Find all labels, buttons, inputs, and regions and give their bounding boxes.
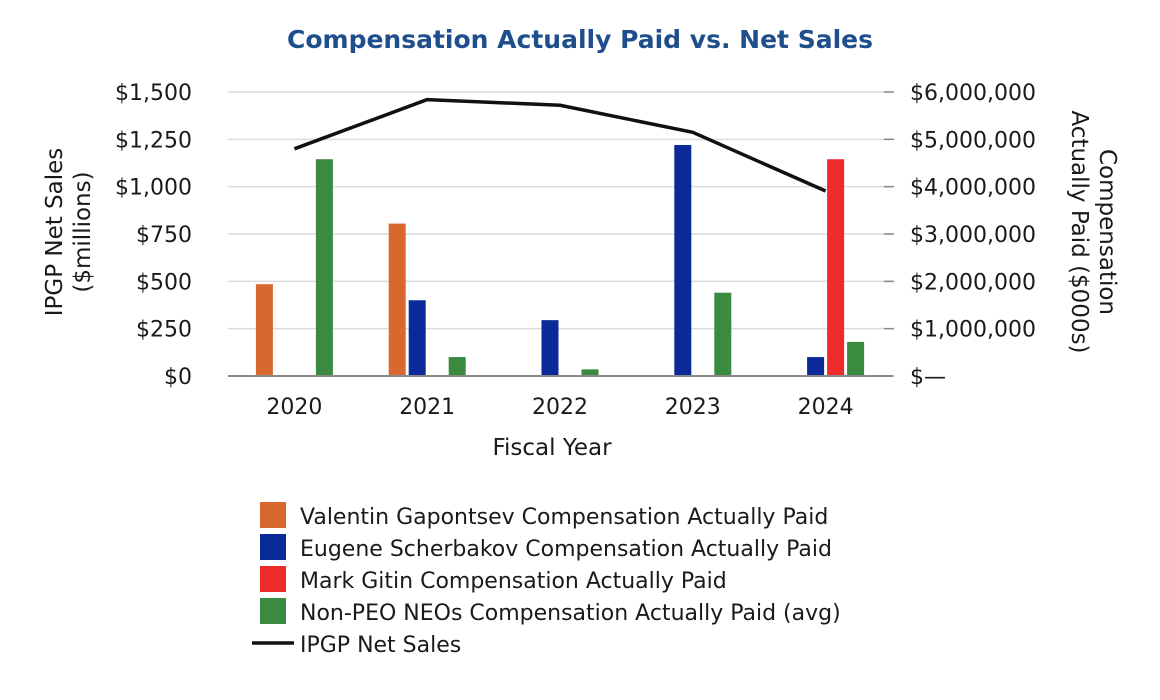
bar-2-2023 — [674, 145, 692, 376]
left-tick-label: $750 — [136, 223, 192, 248]
left-tick-label: $1,500 — [115, 81, 192, 106]
right-tick-label: $5,000,000 — [910, 128, 1036, 153]
bar-3-2024 — [827, 159, 845, 376]
bar-1-2021 — [388, 223, 406, 376]
legend-swatch-4 — [260, 598, 286, 624]
line-layer — [293, 97, 827, 193]
chart-title: Compensation Actually Paid vs. Net Sales — [287, 25, 873, 54]
right-tick-label: $— — [910, 365, 946, 390]
grid-layer — [228, 91, 892, 330]
x-tick-label: 2022 — [532, 395, 588, 420]
left-tick-label: $1,000 — [115, 176, 192, 201]
left-axis-label-line-2: ($millions) — [70, 171, 96, 292]
left-tick-label: $1,250 — [115, 128, 192, 153]
left-tick-label: $0 — [164, 365, 192, 390]
bar-2-2021 — [408, 300, 426, 376]
bar-4-2021 — [448, 357, 466, 376]
legend-swatch-3 — [260, 566, 286, 592]
left-axis-label-line-1: IPGP Net Sales — [42, 148, 68, 317]
net-sales-line — [293, 97, 827, 193]
right-tick-label: $1,000,000 — [910, 318, 1036, 343]
bar-4-2024 — [847, 341, 865, 376]
left-tick-label: $250 — [136, 318, 192, 343]
axes-layer: $0 $— $250 $1,000,000 $500 $2,000,000 $750 $3,0… — [115, 81, 1036, 420]
left-tick-label: $500 — [136, 270, 192, 295]
legend-label-3: Mark Gitin Compensation Actually Paid — [300, 569, 727, 594]
bar-4-2023 — [714, 292, 732, 376]
legend-label-1: Valentin Gapontsev Compensation Actually… — [300, 505, 828, 530]
bar-4-2020 — [315, 159, 333, 376]
right-tick-label: $4,000,000 — [910, 176, 1036, 201]
right-axis-label: Compensation Actually Paid ($000s) — [1066, 110, 1120, 353]
legend-label-4: Non-PEO NEOs Compensation Actually Paid … — [300, 601, 841, 626]
right-tick-label: $2,000,000 — [910, 270, 1036, 295]
right-tick-label: $3,000,000 — [910, 223, 1036, 248]
bar-2-2024 — [807, 357, 825, 376]
left-axis-label: IPGP Net Sales ($millions) — [42, 148, 96, 317]
x-tick-label: 2023 — [665, 395, 721, 420]
x-tick-label: 2020 — [266, 395, 322, 420]
x-axis-label: Fiscal Year — [492, 435, 612, 461]
bars-layer — [255, 145, 865, 376]
legend-label-line: IPGP Net Sales — [300, 633, 461, 658]
x-tick-label: 2024 — [798, 395, 854, 420]
legend: Valentin Gapontsev Compensation Actually… — [252, 502, 841, 658]
bar-1-2020 — [255, 284, 273, 376]
bar-4-2022 — [581, 369, 599, 376]
right-axis-label-line-2: Actually Paid ($000s) — [1066, 110, 1092, 353]
legend-label-2: Eugene Scherbakov Compensation Actually … — [300, 537, 832, 562]
x-tick-label: 2021 — [399, 395, 455, 420]
legend-swatch-2 — [260, 534, 286, 560]
legend-swatch-1 — [260, 502, 286, 528]
right-tick-label: $6,000,000 — [910, 81, 1036, 106]
right-axis-label-line-1: Compensation — [1094, 149, 1120, 315]
bar-2-2022 — [541, 320, 559, 376]
